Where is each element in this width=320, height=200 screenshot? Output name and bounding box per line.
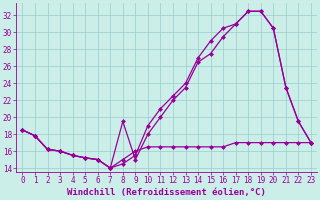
X-axis label: Windchill (Refroidissement éolien,°C): Windchill (Refroidissement éolien,°C): [67, 188, 266, 197]
